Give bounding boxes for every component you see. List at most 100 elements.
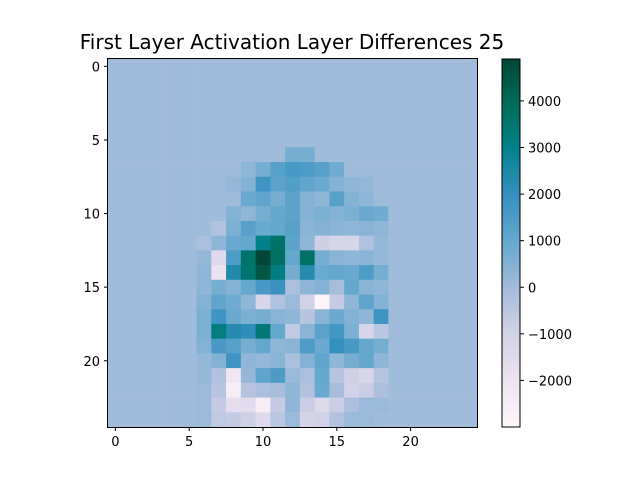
heatmap-cell [240,353,256,369]
heatmap-cell [240,176,256,192]
heatmap-cell [167,73,183,89]
heatmap-cell [299,397,316,413]
heatmap-cell [226,397,242,413]
heatmap-cell [344,220,360,237]
heatmap-cell [122,353,138,369]
heatmap-cell [403,162,419,178]
heatmap-cell [108,176,124,192]
heatmap-cell [181,338,197,354]
heatmap-cell [270,265,286,281]
heatmap-cell [388,117,404,133]
x-tick-label: 15 [329,435,346,450]
heatmap-cell [344,353,360,369]
heatmap-cell [358,117,375,133]
heatmap-cell [447,294,463,310]
heatmap-cell [226,412,242,428]
heatmap-cell [462,206,478,222]
heatmap-cell [373,279,389,295]
heatmap-cell [344,338,360,354]
heatmap-cell [358,279,375,295]
heatmap-cell [137,323,153,340]
heatmap-cell [299,176,316,192]
heatmap-cell [211,265,227,281]
heatmap-cell [373,220,389,237]
heatmap-cell [152,397,168,413]
heatmap-cell [417,368,434,384]
heatmap-cell [255,191,271,207]
heatmap-cell [329,191,345,207]
heatmap-cell [211,279,227,295]
heatmap-cell [344,250,360,266]
heatmap-cell [255,103,271,119]
heatmap-cell [211,147,227,163]
heatmap-cell [432,309,448,325]
heatmap-cell [181,279,197,295]
heatmap-cell [344,117,360,133]
heatmap-cell [196,294,212,310]
heatmap-cell [447,88,463,104]
heatmap-cell [373,147,389,163]
heatmap-cell [255,132,271,148]
heatmap-cell [255,59,271,75]
heatmap-cell [152,294,168,310]
heatmap-cell [285,235,301,251]
heatmap-cell [255,368,271,384]
heatmap-cell [196,103,212,119]
heatmap-cell [358,88,375,104]
heatmap-cell [108,368,124,384]
heatmap-cell [122,265,138,281]
heatmap-cell [462,220,478,237]
heatmap-cell [211,353,227,369]
heatmap-cell [373,294,389,310]
heatmap-cell [255,117,271,133]
heatmap-cell [314,353,330,369]
heatmap-cell [432,206,448,222]
heatmap-cell [299,412,316,428]
heatmap-cell [314,397,330,413]
heatmap-cell [299,191,316,207]
heatmap-cell [196,235,212,251]
heatmap-cell [211,73,227,89]
heatmap-cell [196,265,212,281]
plot-frame [107,58,478,428]
heatmap-cell [432,59,448,75]
heatmap-cell [240,73,256,89]
heatmap-cell [432,117,448,133]
heatmap-cell [211,382,227,398]
heatmap-cell [388,294,404,310]
heatmap-cell [299,132,316,148]
heatmap-cell [417,309,434,325]
heatmap-cell [447,368,463,384]
heatmap-cell [417,103,434,119]
heatmap-cell [447,397,463,413]
heatmap-cell [462,235,478,251]
heatmap-cell [167,368,183,384]
heatmap-cell [358,412,375,428]
heatmap-cell [417,220,434,237]
heatmap-cell [403,176,419,192]
heatmap-cell [240,397,256,413]
heatmap-cell [447,309,463,325]
heatmap-cell [299,147,316,163]
heatmap-cell [388,279,404,295]
heatmap-cell [388,206,404,222]
heatmap-cell [403,117,419,133]
heatmap-cell [108,103,124,119]
heatmap-cell [181,323,197,340]
heatmap-cell [255,353,271,369]
heatmap-cell [211,250,227,266]
heatmap-cell [137,294,153,310]
heatmap-cell [314,265,330,281]
heatmap-cell [344,235,360,251]
heatmap-cell [373,397,389,413]
heatmap-cell [314,162,330,178]
heatmap-cell [211,117,227,133]
heatmap-cell [373,206,389,222]
heatmap-cell [137,73,153,89]
heatmap-cell [358,206,375,222]
heatmap-cell [196,191,212,207]
heatmap-cell [285,353,301,369]
heatmap-cell [122,323,138,340]
heatmap-cell [432,338,448,354]
heatmap-cell [329,309,345,325]
